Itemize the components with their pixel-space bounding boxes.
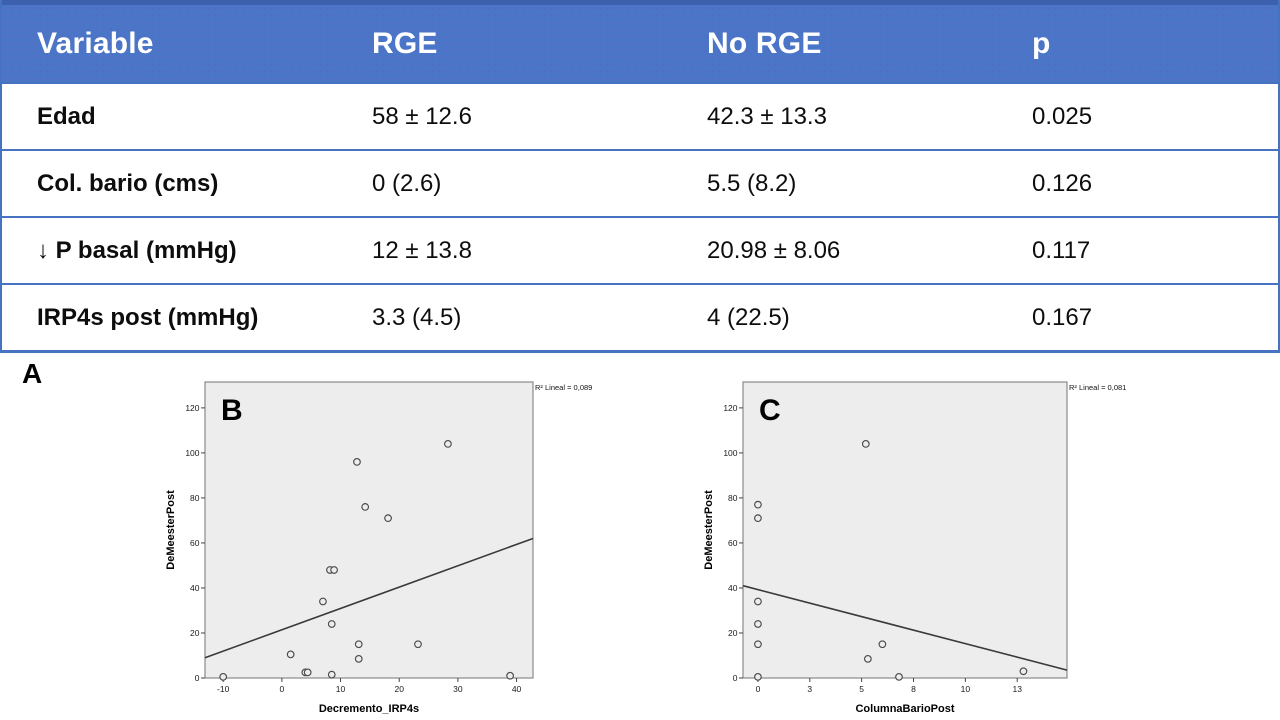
table-cell-p: 0.167 (1032, 303, 1093, 331)
data-point (327, 620, 336, 628)
table-cell-p: 0.117 (1032, 236, 1091, 264)
table-cell-rge: 12 ± 13.8 (372, 236, 472, 264)
trend-line (742, 584, 1068, 671)
y-tick-label: 60 (728, 538, 738, 548)
data-point (861, 440, 870, 448)
data-point (754, 672, 762, 681)
data-point (863, 654, 872, 663)
scatter-plot-b: 0 20 40 60 80 100 120 -10 0 10 20 30 40 B R² Lineal = … (165, 381, 592, 715)
stats-table: Variable RGE No RGE p Edad 58 ± 12.6 42.3 … (0, 0, 1280, 353)
table-row: Col. bario (cms) 0 (2.6) 5.5 (8.2) 0.126 (2, 149, 1278, 216)
plot-area (204, 381, 534, 679)
r-squared-annotation: R² Lineal = 0,081 (1069, 383, 1126, 392)
table-cell-p: 0.025 (1032, 102, 1093, 130)
table-header-row: Variable RGE No RGE p (2, 0, 1278, 82)
scatter-plot-c: 0 20 40 60 80 100 120 0 3 5 8 10 13 C R² Lineal = 0,08… (703, 381, 1126, 715)
plot-area (742, 381, 1068, 679)
data-point (361, 503, 370, 511)
table-header-variable: Variable (37, 26, 154, 60)
table-cell-rge: 3.3 (4.5) (372, 303, 462, 331)
data-point (384, 514, 392, 523)
panel-letter: B (221, 394, 243, 427)
y-tick-label: 20 (190, 628, 200, 638)
table-cell-p: 0.126 (1032, 169, 1093, 197)
r-squared-annotation: R² Lineal = 0,089 (535, 383, 592, 392)
x-tick-label: 0 (279, 684, 284, 694)
data-point (219, 672, 228, 681)
data-point (354, 654, 363, 663)
data-point (754, 500, 762, 509)
data-point (444, 440, 452, 448)
data-point (754, 640, 762, 649)
table-cell-no-rge: 5.5 (8.2) (707, 169, 797, 197)
data-point (754, 514, 762, 523)
y-tick-label: 0 (733, 673, 738, 683)
data-point (354, 640, 363, 649)
table-header-rge: RGE (372, 26, 438, 60)
y-tick-label: 120 (185, 403, 199, 413)
table-cell-no-rge: 4 (22.5) (707, 303, 790, 331)
x-tick-label: 20 (394, 684, 404, 694)
y-tick-label: 0 (195, 673, 200, 683)
y-tick-label: 40 (728, 583, 738, 593)
table-header-p: p (1032, 26, 1051, 60)
trend-line (204, 537, 534, 659)
y-tick-label: 40 (190, 583, 200, 593)
data-point (353, 458, 361, 466)
x-tick-label: 0 (756, 684, 761, 694)
y-tick-label: 60 (190, 538, 200, 548)
data-point (319, 597, 327, 606)
table-cell-variable: ↓ P basal (mmHg) (37, 236, 237, 264)
data-point (414, 640, 422, 649)
table-row: Edad 58 ± 12.6 42.3 ± 13.3 0.025 (2, 82, 1278, 149)
data-point (330, 566, 338, 574)
y-tick-label: 80 (190, 493, 200, 503)
data-point (1019, 667, 1028, 676)
table-body: Edad 58 ± 12.6 42.3 ± 13.3 0.025 Col. bario … (2, 82, 1278, 350)
x-axis-title: ColumnaBarioPost (855, 703, 954, 715)
table-cell-variable: IRP4s post (mmHg) (37, 303, 259, 331)
y-axis-title: DeMeesterPost (165, 490, 177, 570)
data-point (754, 620, 762, 628)
table-row: IRP4s post (mmHg) 3.3 (4.5) 4 (22.5) 0.167 (2, 283, 1278, 350)
table-cell-rge: 0 (2.6) (372, 169, 442, 197)
y-tick-label: 20 (728, 628, 738, 638)
x-tick-label: 30 (453, 684, 463, 694)
x-tick-label: 3 (807, 684, 812, 694)
x-tick-label: -10 (217, 684, 230, 694)
table-cell-variable: Edad (37, 102, 96, 130)
y-axis-title: DeMeesterPost (703, 490, 715, 570)
x-tick-label: 13 (1012, 684, 1022, 694)
x-tick-label: 10 (336, 684, 346, 694)
data-point (303, 668, 312, 677)
table-cell-no-rge: 42.3 ± 13.3 (707, 102, 827, 130)
y-tick-label: 100 (723, 448, 737, 458)
table-cell-variable: Col. bario (cms) (37, 169, 219, 197)
x-tick-label: 40 (512, 684, 522, 694)
y-tick-label: 100 (185, 448, 199, 458)
table-cell-rge: 58 ± 12.6 (372, 102, 472, 130)
y-tick-label: 80 (728, 493, 738, 503)
x-tick-label: 8 (911, 684, 916, 694)
data-point (506, 671, 514, 680)
table-cell-no-rge: 20.98 ± 8.06 (707, 236, 841, 264)
data-point (754, 597, 762, 606)
figure-section-label-a: A (22, 358, 43, 389)
x-axis-title: Decremento_IRP4s (319, 703, 419, 715)
table-header-no-rge: No RGE (707, 26, 822, 60)
data-point (878, 640, 887, 649)
data-point (327, 670, 336, 679)
data-point (286, 650, 295, 659)
table-row: ↓ P basal (mmHg) 12 ± 13.8 20.98 ± 8.06 0.1… (2, 216, 1278, 283)
x-tick-label: 5 (859, 684, 864, 694)
panel-letter: C (759, 394, 781, 427)
x-tick-label: 10 (961, 684, 971, 694)
y-tick-label: 120 (723, 403, 737, 413)
data-point (895, 672, 903, 681)
